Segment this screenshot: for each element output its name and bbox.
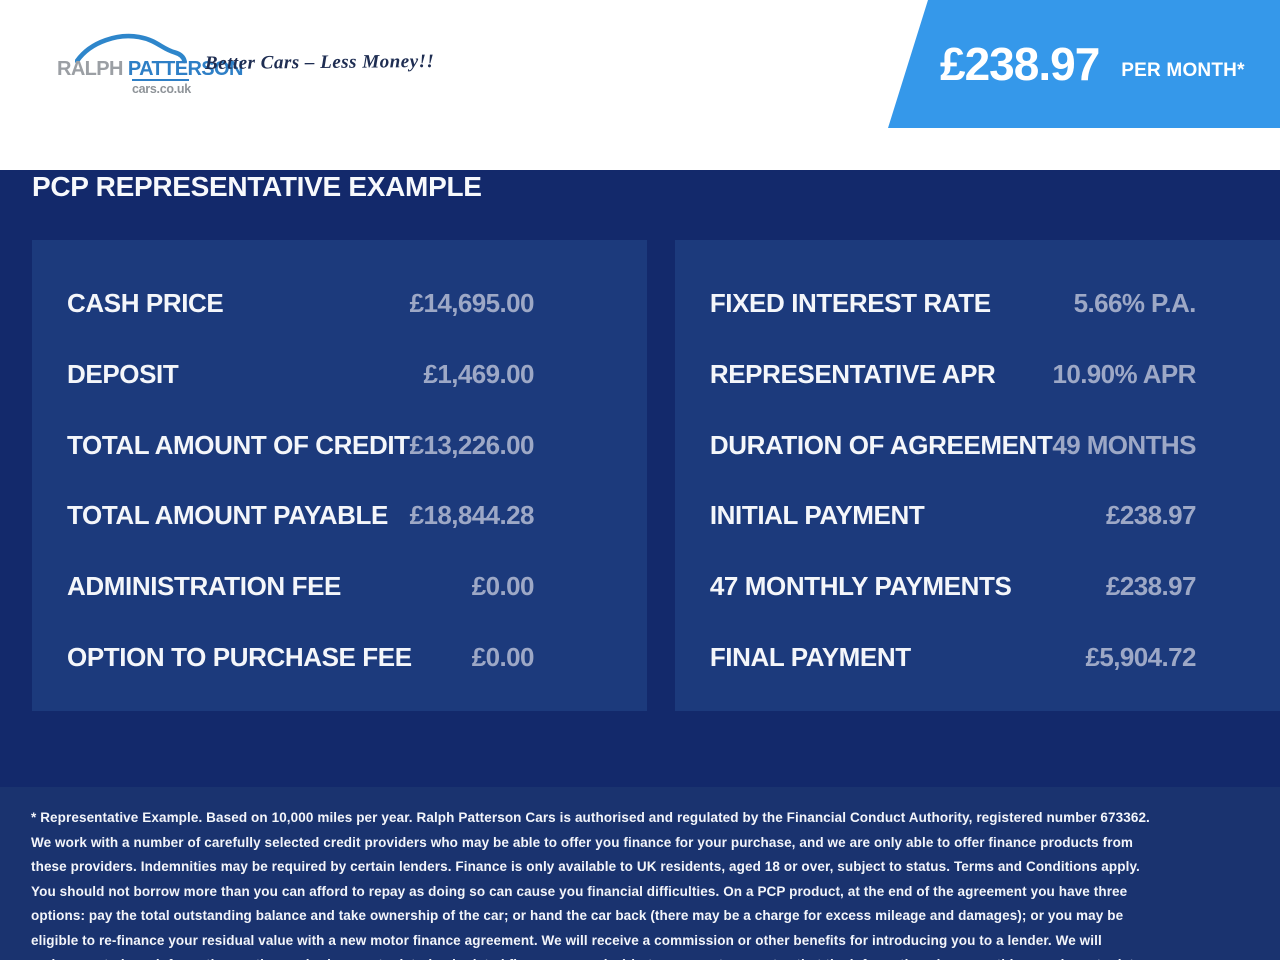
row-total-payable: TOTAL AMOUNT PAYABLE £18,844.28 xyxy=(67,500,612,531)
header: RALPH PATTERSON cars.co.uk Better Cars –… xyxy=(0,0,1280,128)
row-initial-payment: INITIAL PAYMENT £238.97 xyxy=(710,500,1274,531)
row-label: CASH PRICE xyxy=(67,288,224,318)
row-value: £5,904.72 xyxy=(1085,641,1197,672)
logo-domain: cars.co.uk xyxy=(132,79,191,96)
row-value: £14,695.00 xyxy=(409,288,535,318)
row-label: OPTION TO PURCHASE FEE xyxy=(67,641,412,672)
row-label: DEPOSIT xyxy=(67,358,179,389)
row-value: £13,226.00 xyxy=(409,429,535,460)
row-monthly-payments: 47 MONTHLY PAYMENTS £238.97 xyxy=(710,571,1274,602)
row-value: £1,469.00 xyxy=(423,358,535,389)
row-label: FINAL PAYMENT xyxy=(709,641,911,672)
car-silhouette-icon xyxy=(75,33,187,64)
row-label: ADMINISTRATION FEE xyxy=(67,571,341,602)
section-title: PCP REPRESENTATIVE EXAMPLE xyxy=(32,171,482,202)
monthly-price-period: PER MONTH* xyxy=(1121,60,1245,81)
row-label: 47 MONTHLY PAYMENTS xyxy=(709,571,1012,602)
disclaimer-text: * Representative Example. Based on 10,00… xyxy=(31,810,1150,960)
dealer-logo[interactable]: RALPH PATTERSON cars.co.uk xyxy=(57,32,243,96)
row-value: £238.97 xyxy=(1106,500,1196,531)
row-fixed-interest-rate: FIXED INTEREST RATE 5.66% P.A. xyxy=(710,288,1274,319)
row-label: FIXED INTEREST RATE xyxy=(709,288,991,318)
row-option-to-purchase-fee: OPTION TO PURCHASE FEE £0.00 xyxy=(67,642,612,673)
row-label: TOTAL AMOUNT PAYABLE xyxy=(67,500,388,531)
row-admin-fee: ADMINISTRATION FEE £0.00 xyxy=(67,571,612,602)
row-deposit: DEPOSIT £1,469.00 xyxy=(67,359,612,390)
row-label: TOTAL AMOUNT OF CREDIT xyxy=(67,429,410,460)
tagline: Better Cars – Less Money!! xyxy=(204,50,435,75)
row-label: INITIAL PAYMENT xyxy=(709,500,925,531)
row-value: 10.90% APR xyxy=(1052,358,1196,389)
finance-panel-right: FIXED INTEREST RATE 5.66% P.A. REPRESENT… xyxy=(674,240,1280,711)
row-value: 49 MONTHS xyxy=(1052,429,1196,460)
row-value: £238.97 xyxy=(1106,571,1196,602)
logo-name-part2: PATTERSON xyxy=(127,58,244,80)
disclaimer-section: * Representative Example. Based on 10,00… xyxy=(0,787,1280,960)
logo-wordmark: RALPH PATTERSON xyxy=(57,58,243,80)
row-final-payment: FINAL PAYMENT £5,904.72 xyxy=(710,642,1274,673)
row-duration: DURATION OF AGREEMENT 49 MONTHS xyxy=(710,430,1274,461)
row-value: £0.00 xyxy=(471,641,535,672)
finance-panel-left: CASH PRICE £14,695.00 DEPOSIT £1,469.00 … xyxy=(32,240,647,711)
finance-panels: CASH PRICE £14,695.00 DEPOSIT £1,469.00 … xyxy=(32,240,1280,711)
row-representative-apr: REPRESENTATIVE APR 10.90% APR xyxy=(710,359,1274,390)
row-label: DURATION OF AGREEMENT xyxy=(709,429,1053,460)
monthly-price-banner: £238.97 PER MONTH* xyxy=(888,0,1280,128)
row-value: £18,844.28 xyxy=(409,500,535,531)
logo-name-part1: RALPH xyxy=(57,58,123,80)
row-value: 5.66% P.A. xyxy=(1073,288,1197,318)
row-label: REPRESENTATIVE APR xyxy=(709,358,996,389)
row-value: £0.00 xyxy=(471,571,535,602)
finance-example-section: PCP REPRESENTATIVE EXAMPLE CASH PRICE £1… xyxy=(0,170,1280,787)
monthly-price-amount: £238.97 xyxy=(940,38,1100,90)
row-cash-price: CASH PRICE £14,695.00 xyxy=(67,288,612,319)
row-total-credit: TOTAL AMOUNT OF CREDIT £13,226.00 xyxy=(67,430,612,461)
